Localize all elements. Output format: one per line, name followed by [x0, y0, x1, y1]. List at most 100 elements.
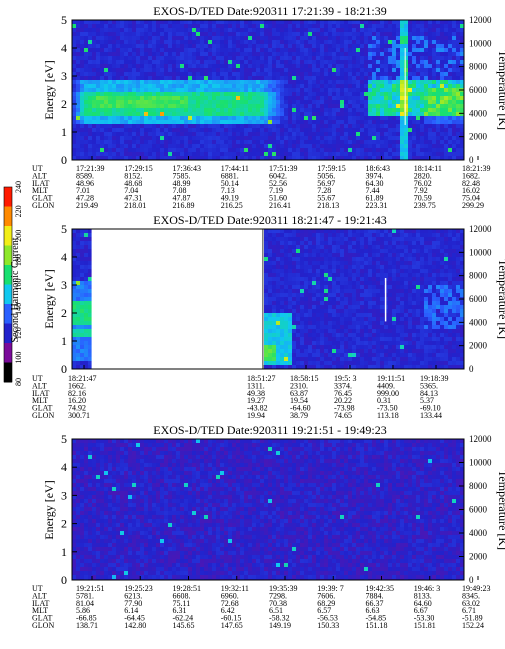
heatmap-cell	[88, 132, 93, 137]
heatmap-cell	[276, 116, 281, 121]
heatmap-cell	[76, 156, 81, 161]
heatmap-cell	[252, 92, 257, 97]
heatmap-cell	[372, 144, 377, 149]
heatmap-cell	[380, 108, 385, 113]
heatmap-cell	[164, 84, 169, 89]
heatmap-cell	[456, 24, 461, 29]
heatmap-cell	[348, 285, 353, 290]
heatmap-cell	[176, 132, 181, 137]
heatmap-cell	[200, 120, 205, 125]
heatmap-cell	[352, 32, 357, 37]
heatmap-cell	[444, 68, 449, 73]
heatmap-cell	[312, 64, 317, 69]
heatmap-cell	[200, 144, 205, 149]
heatmap-cell	[284, 156, 289, 161]
heatmap-cell	[196, 68, 201, 73]
heatmap-cell	[300, 156, 305, 161]
heatmap-cell	[88, 249, 93, 254]
heatmap-cell	[176, 124, 181, 129]
heatmap-cell	[84, 120, 89, 125]
heatmap-cell	[332, 241, 337, 246]
heatmap-cell	[268, 60, 273, 65]
heatmap-cell	[376, 72, 381, 77]
heatmap-cell	[404, 365, 409, 370]
heatmap-cell	[228, 20, 233, 25]
heatmap-cell	[396, 241, 401, 246]
heatmap-cell	[292, 148, 297, 153]
heatmap-cell	[268, 92, 273, 97]
heatmap-cell	[408, 72, 413, 77]
heatmap-cell	[252, 44, 257, 49]
heatmap-cell	[76, 100, 81, 105]
heatmap-cell	[144, 80, 149, 85]
heatmap-cell	[416, 28, 421, 33]
heatmap-cell	[76, 72, 81, 77]
heatmap-cell	[216, 20, 221, 25]
heatmap-cell	[312, 289, 317, 294]
heatmap-cell	[308, 345, 313, 350]
heatmap-cell	[276, 84, 281, 89]
heatmap-cell	[280, 88, 285, 93]
heatmap-cell	[384, 64, 389, 69]
heatmap-cell	[72, 56, 77, 61]
heatmap-cell	[112, 52, 117, 57]
heatmap-cell	[336, 56, 341, 61]
heatmap-cell	[244, 80, 249, 85]
heatmap-cell	[292, 136, 297, 141]
heatmap-cell	[360, 301, 365, 306]
orbit-cell: 76.02	[414, 179, 432, 188]
heatmap-cell	[380, 329, 385, 334]
heatmap-cell	[368, 265, 373, 270]
heatmap-cell	[428, 148, 433, 153]
heatmap-cell	[292, 124, 297, 129]
heatmap-cell	[272, 44, 277, 49]
heatmap-cell	[252, 80, 257, 85]
heatmap-cell	[164, 48, 169, 53]
heatmap-cell	[128, 116, 133, 121]
heatmap-cell	[116, 80, 121, 85]
heatmap-cell	[72, 32, 77, 37]
heatmap-cell	[232, 88, 237, 93]
heatmap-cell	[72, 92, 77, 97]
heatmap-cell	[432, 40, 437, 45]
heatmap-cell	[304, 237, 309, 242]
heatmap-cell	[396, 144, 401, 149]
heatmap-cell	[412, 112, 417, 117]
heatmap-cell	[284, 112, 289, 117]
heatmap-cell	[108, 40, 113, 45]
heatmap-cell	[184, 92, 189, 97]
heatmap-cell	[216, 128, 221, 133]
heatmap-cell	[352, 28, 357, 33]
heatmap-cell	[144, 128, 149, 133]
heatmap-cell	[292, 277, 297, 282]
heatmap-cell	[292, 100, 297, 105]
heatmap-cell	[80, 68, 85, 73]
heatmap-cell	[384, 156, 389, 161]
heatmap-cell	[448, 108, 453, 113]
heatmap-cell	[376, 257, 381, 262]
heatmap-cell	[452, 36, 457, 41]
heatmap-cell	[272, 116, 277, 121]
heatmap-cell	[268, 305, 273, 310]
heatmap-cell	[256, 136, 261, 141]
heatmap-cell	[208, 152, 213, 157]
heatmap-cell	[380, 261, 385, 266]
heatmap-cell	[408, 156, 413, 161]
heatmap-cell	[88, 120, 93, 125]
heatmap-cell	[268, 353, 273, 358]
heatmap-cell	[252, 152, 257, 157]
orbit-cell: 1682.	[462, 171, 480, 180]
heatmap-cell	[296, 245, 301, 250]
heatmap-cell	[344, 48, 349, 53]
heatmap-cell	[188, 144, 193, 149]
heatmap-cell	[388, 237, 393, 242]
heatmap-cell	[188, 52, 193, 57]
heatmap-cell	[332, 261, 337, 266]
heatmap-cell	[388, 148, 393, 153]
heatmap-cell	[404, 64, 409, 69]
heatmap-cell	[428, 56, 433, 61]
heatmap-cell	[112, 84, 117, 89]
heatmap-cell	[72, 361, 77, 366]
heatmap-cell	[424, 128, 429, 133]
heatmap-cell	[352, 136, 357, 141]
